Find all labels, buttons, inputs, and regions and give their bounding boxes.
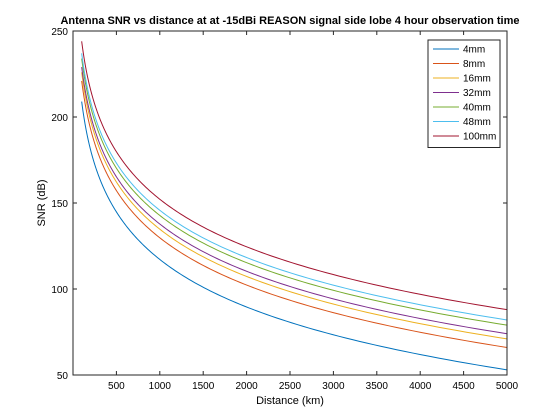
series-line-32mm xyxy=(81,67,508,335)
x-tick-label: 2500 xyxy=(279,381,302,392)
x-tick-label: 3500 xyxy=(366,381,389,392)
x-tick-label: 1500 xyxy=(192,381,215,392)
x-tick-label: 3000 xyxy=(322,381,345,392)
y-tick-label: 150 xyxy=(51,199,68,210)
y-tick-label: 250 xyxy=(51,27,68,38)
legend-label: 4mm xyxy=(463,45,485,56)
series-line-16mm xyxy=(81,72,508,340)
legend-label: 32mm xyxy=(463,88,491,99)
series-line-48mm xyxy=(81,53,508,321)
legend-label: 48mm xyxy=(463,117,491,128)
legend-label: 100mm xyxy=(463,132,496,143)
series-line-40mm xyxy=(81,58,508,326)
x-tick-label: 500 xyxy=(108,381,125,392)
x-tick-label: 5000 xyxy=(496,381,519,392)
x-tick-label: 4000 xyxy=(409,381,432,392)
series-lines xyxy=(81,41,508,371)
y-tick-label: 50 xyxy=(57,371,69,382)
legend: 4mm 8mm 16mm 32mm 40mm 48mm 100mm xyxy=(427,39,501,148)
legend-label: 8mm xyxy=(463,59,485,70)
axis-ticks: 500 1000 1500 2000 2500 3000 3500 4000 4500 5000 5… xyxy=(51,27,518,392)
y-tick-label: 200 xyxy=(51,113,68,124)
legend-box xyxy=(427,39,501,148)
plot-frame xyxy=(72,30,508,376)
x-axis-label: Distance (km) xyxy=(256,395,324,407)
legend-label: 40mm xyxy=(463,103,491,114)
series-line-4mm xyxy=(81,101,508,371)
chart-title: Antenna SNR vs distance at at -15dBi REA… xyxy=(60,15,519,27)
y-axis-label: SNR (dB) xyxy=(36,179,48,226)
y-tick-label: 100 xyxy=(51,285,68,296)
legend-label: 16mm xyxy=(463,74,491,85)
series-line-100mm xyxy=(81,41,508,311)
x-tick-label: 1000 xyxy=(149,381,172,392)
x-tick-label: 4500 xyxy=(452,381,475,392)
x-tick-label: 2000 xyxy=(235,381,258,392)
series-line-8mm xyxy=(81,80,508,348)
